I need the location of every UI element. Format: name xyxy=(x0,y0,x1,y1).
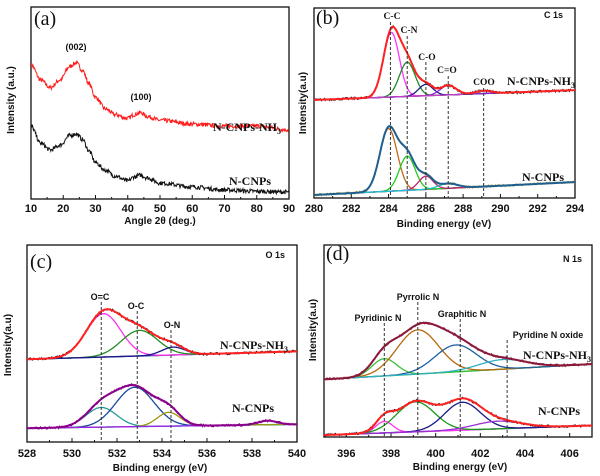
panel-letter: (d) xyxy=(326,243,349,265)
x-tick-label: 534 xyxy=(153,448,172,460)
raw-spectrum-curve xyxy=(314,24,575,102)
envelope-fit-curve xyxy=(324,397,592,437)
raw-spectrum-curve xyxy=(314,125,575,197)
series-label-main: N-CNPs-NH xyxy=(507,74,572,88)
panel-a: 10 20 30 40 50 60 70 80 90 Angle 2θ (deg.) Intensi… xyxy=(6,6,295,227)
x-tick-label: 402 xyxy=(471,448,489,460)
y-axis-label: Intensity(a.u) xyxy=(298,72,309,134)
panel-title: O 1s xyxy=(265,250,285,260)
peak-label: O-N xyxy=(164,320,181,330)
y-axis-label: Intensity(a.u) xyxy=(308,299,319,361)
x-axis-label: Binding energy (eV) xyxy=(397,219,491,230)
panel-c: 528 530 532 534 536 538 540 Binding energy (eV)… xyxy=(3,244,306,474)
plot-area xyxy=(31,59,289,196)
series-label-main: N-CNPs-NH xyxy=(213,120,278,134)
series-label-main: N-CNPs xyxy=(522,170,564,184)
series-label: N-CNPs-NH3 xyxy=(507,74,575,90)
y-axis-label: Intensity(a.u) xyxy=(3,314,14,376)
envelope-fit-curve xyxy=(314,25,575,101)
panel-title: N 1s xyxy=(563,254,582,264)
x-tick-label: 294 xyxy=(566,203,585,215)
x-tick-label: 40 xyxy=(122,203,134,215)
series-label: N-CNPs xyxy=(232,401,274,415)
plot-area xyxy=(27,308,297,430)
peak-label: C-N xyxy=(401,26,418,36)
envelope-fit-curve xyxy=(324,321,592,381)
peak-label: C-C xyxy=(384,12,401,22)
x-tick-label: 10 xyxy=(25,203,37,215)
series-label-main: N-CNPs xyxy=(229,174,271,188)
envelope-fit-curve xyxy=(27,384,297,430)
x-tick-label: 286 xyxy=(417,203,435,215)
x-tick-label: 282 xyxy=(342,203,360,215)
series-label: N-CNPs xyxy=(538,404,580,418)
series-label-subscript: 3 xyxy=(284,345,288,354)
x-tick-label: 70 xyxy=(218,203,230,215)
series-label: N-CNPs xyxy=(522,170,564,184)
series-label: N-CNPs-NH3 xyxy=(523,348,591,364)
peak-annotation: (002) xyxy=(65,42,86,52)
series-label: N-CNPs-NH3 xyxy=(213,120,281,136)
x-tick-label: 50 xyxy=(154,203,166,215)
panel-letter: (c) xyxy=(30,251,52,273)
x-tick-label: 396 xyxy=(337,448,355,460)
plot-frame xyxy=(30,6,290,200)
x-tick-label: 404 xyxy=(516,448,535,460)
panel-b: 280 282 284 286 288 290 292 294 Binding energy (… xyxy=(298,7,585,230)
panel-title: C 1s xyxy=(544,10,563,20)
series-label-subscript: 3 xyxy=(277,127,281,136)
x-tick-label: 528 xyxy=(18,448,36,460)
x-tick-label: 400 xyxy=(426,448,444,460)
plot-area xyxy=(324,321,592,437)
envelope-fit-curve xyxy=(27,308,297,361)
x-tick-label: 90 xyxy=(283,203,295,215)
x-axis-label: Binding energy (eV) xyxy=(113,463,207,474)
plot-area xyxy=(314,24,575,197)
peak-label: Pyrrolic N xyxy=(397,292,440,302)
x-axis-label: Binding energy (eV) xyxy=(413,462,507,473)
series-label: N-CNPs-NH3 xyxy=(220,338,288,354)
peak-label: O=C xyxy=(91,292,110,302)
series-label-main: N-CNPs-NH xyxy=(220,338,285,352)
series-label-main: N-CNPs xyxy=(538,404,580,418)
panel-d: 396 398 400 402 404 406 Binding energy (eV) Int… xyxy=(308,243,593,473)
xrd-curve xyxy=(31,59,289,134)
xrd-curve xyxy=(31,123,289,196)
x-tick-label: 20 xyxy=(57,203,69,215)
x-tick-label: 30 xyxy=(89,203,101,215)
x-tick-label: 80 xyxy=(251,203,263,215)
series-label-main: N-CNPs xyxy=(232,401,274,415)
peak-annotation: (100) xyxy=(130,92,151,102)
series-label: N-CNPs xyxy=(229,174,271,188)
x-tick-label: 292 xyxy=(529,203,547,215)
x-tick-label: 540 xyxy=(288,448,306,460)
x-tick-label: 284 xyxy=(379,203,398,215)
panel-letter: (a) xyxy=(34,8,56,30)
x-tick-label: 280 xyxy=(305,203,323,215)
x-tick-label: 530 xyxy=(63,448,81,460)
peak-label: Pyridine N oxide xyxy=(513,330,584,340)
x-tick-label: 538 xyxy=(243,448,261,460)
peak-label: O-C xyxy=(128,301,145,311)
peak-label: C-O xyxy=(418,53,435,63)
x-axis-label: Angle 2θ (deg.) xyxy=(124,216,196,227)
x-tick-label: 290 xyxy=(491,203,509,215)
x-tick-label: 60 xyxy=(186,203,198,215)
x-tick-label: 398 xyxy=(382,448,400,460)
series-label-subscript: 3 xyxy=(571,81,575,90)
envelope-fit-curve xyxy=(314,125,575,196)
peak-label: C=O xyxy=(437,66,457,76)
x-tick-label: 536 xyxy=(198,448,216,460)
peak-label: Graphitic N xyxy=(438,309,487,319)
peak-label: Pyridinic N xyxy=(354,313,401,323)
series-label-subscript: 3 xyxy=(587,355,591,364)
x-tick-label: 532 xyxy=(108,448,126,460)
x-tick-label: 288 xyxy=(454,203,472,215)
x-tick-label: 406 xyxy=(560,448,578,460)
series-label-main: N-CNPs-NH xyxy=(523,348,588,362)
panel-letter: (b) xyxy=(316,7,339,29)
peak-label: COO xyxy=(473,78,495,88)
y-axis-label: Intensity (a.u.) xyxy=(6,66,17,134)
